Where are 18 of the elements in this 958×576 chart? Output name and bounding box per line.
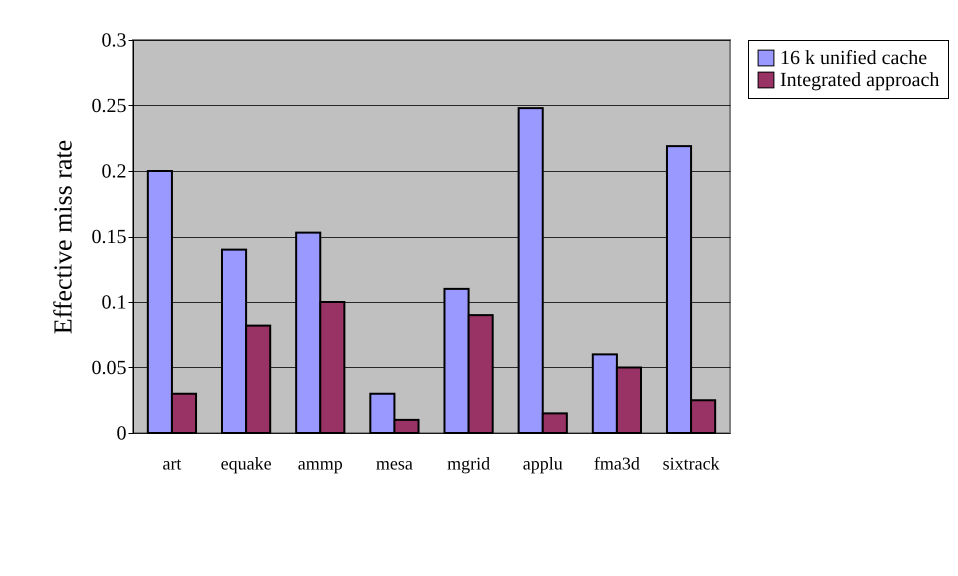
- x-tick-label: mesa: [376, 454, 413, 474]
- x-tick-label: applu: [522, 454, 563, 474]
- y-tick-label: 0.25: [92, 95, 126, 117]
- legend-label: 16 k unified cache: [780, 47, 928, 69]
- x-tick-label: mgrid: [447, 454, 490, 474]
- y-tick-label: 0.3: [102, 30, 126, 52]
- y-tick-label: 0.1: [102, 292, 126, 314]
- y-axis-title: Effective miss rate: [48, 140, 78, 334]
- x-tick-label: art: [162, 454, 182, 474]
- x-tick-label: equake: [220, 454, 272, 474]
- y-tick-label: 0.05: [92, 357, 126, 379]
- y-tick-label: 0: [116, 422, 126, 444]
- legend-label: Integrated approach: [780, 69, 940, 91]
- y-tick-label: 0.2: [102, 160, 126, 182]
- x-tick-label: sixtrack: [662, 454, 720, 474]
- x-tick-label: ammp: [298, 454, 343, 474]
- y-tick-label: 0.15: [92, 226, 126, 248]
- x-tick-label: fma3d: [594, 454, 640, 474]
